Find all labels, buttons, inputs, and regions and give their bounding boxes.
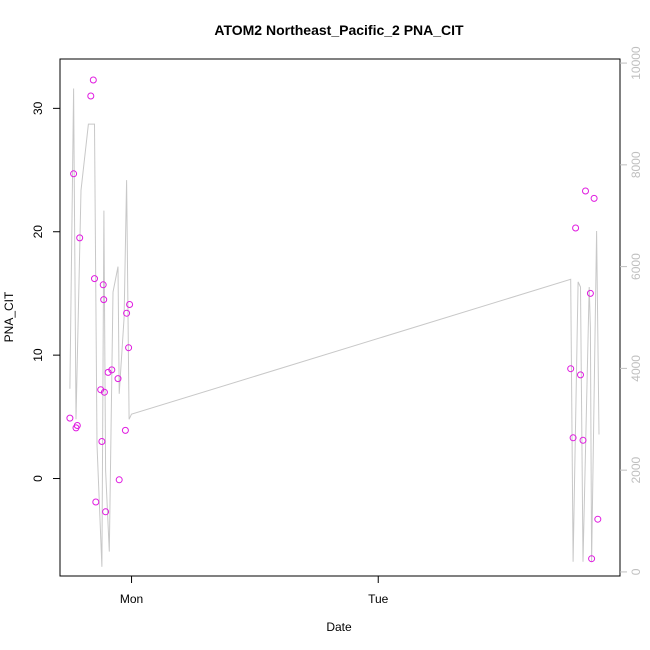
data-point (91, 275, 98, 283)
data-point (125, 344, 133, 352)
data-point (87, 92, 95, 100)
data-point (66, 414, 74, 422)
y-tick-label: 0 (31, 475, 45, 482)
data-point (108, 366, 116, 374)
data-point (588, 555, 596, 563)
y-axis-right: 0 2000 4000 6000 8000 10000 (620, 46, 643, 575)
x-tick-label: Tue (368, 592, 389, 606)
data-point (586, 289, 594, 297)
plot-content (66, 76, 602, 567)
data-point (582, 187, 589, 195)
right-y-tick-label: 10000 (629, 46, 643, 80)
y-tick-label: 20 (31, 225, 45, 239)
data-point (594, 515, 602, 523)
y-axis-label: PNA_CIT (2, 291, 16, 342)
right-y-tick-label: 0 (629, 568, 643, 575)
plot-frame (59, 58, 621, 577)
data-point (76, 234, 84, 242)
x-axis: Mon Tue (120, 576, 389, 606)
data-point (70, 170, 78, 178)
y-axis-left: 0 10 20 30 (31, 101, 60, 482)
y-tick-label: 10 (31, 348, 45, 362)
right-y-tick-label: 2000 (629, 456, 643, 483)
data-point (73, 422, 81, 429)
right-y-tick-label: 8000 (629, 151, 643, 178)
right-y-tick-label: 6000 (629, 253, 643, 280)
data-point (115, 476, 123, 484)
chart-title: ATOM2 Northeast_Pacific_2 PNA_CIT (214, 22, 464, 38)
data-point (121, 426, 129, 434)
x-axis-label: Date (326, 620, 352, 634)
data-point (98, 438, 106, 445)
data-point (126, 301, 134, 308)
data-point (114, 375, 122, 383)
data-point (99, 281, 107, 289)
data-point (89, 76, 97, 84)
right-y-tick-label: 4000 (629, 355, 643, 382)
series-line (69, 88, 600, 567)
data-point (569, 434, 577, 442)
data-point (590, 194, 598, 202)
data-point (100, 296, 108, 304)
x-tick-label: Mon (120, 592, 143, 606)
y-tick-label: 30 (31, 101, 45, 115)
data-point (123, 309, 131, 317)
data-point (102, 508, 110, 516)
data-point (567, 365, 575, 373)
data-point (579, 436, 587, 444)
data-point (92, 498, 100, 506)
data-point (577, 371, 584, 379)
data-point (100, 388, 108, 396)
data-point (572, 224, 580, 232)
